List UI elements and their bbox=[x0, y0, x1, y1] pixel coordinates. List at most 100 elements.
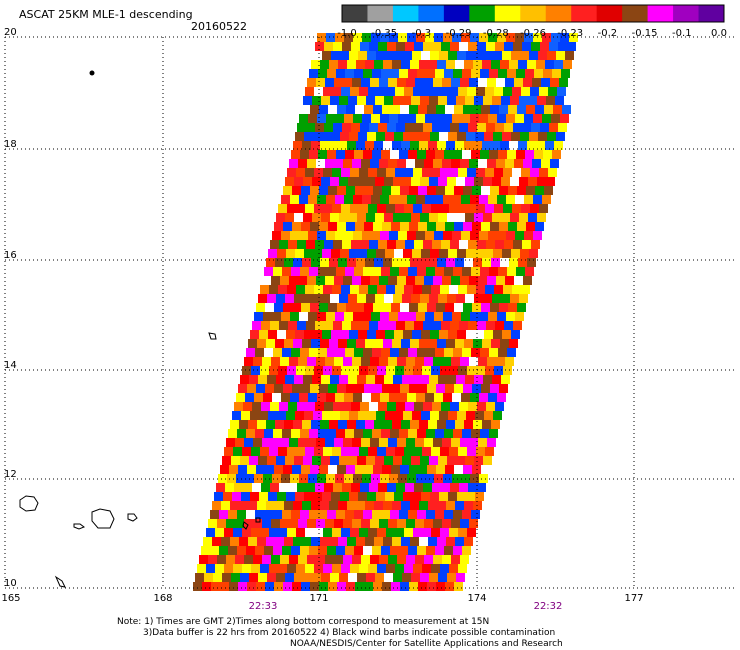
swath-cell bbox=[432, 240, 441, 249]
swath-cell bbox=[331, 492, 340, 501]
colorbar-segment bbox=[596, 5, 623, 22]
swath-cell bbox=[504, 123, 513, 132]
swath-cell bbox=[411, 456, 420, 465]
swath-cell bbox=[385, 330, 394, 339]
swath-cell bbox=[387, 321, 396, 330]
swath-cell bbox=[351, 123, 360, 132]
swath-cell bbox=[315, 483, 324, 492]
swath-cell bbox=[495, 402, 504, 411]
swath-cell bbox=[388, 438, 397, 447]
swath-cell bbox=[386, 285, 395, 294]
swath-cell bbox=[339, 96, 348, 105]
swath-cell bbox=[404, 87, 413, 96]
colorbar-tick-label: -0.1 bbox=[672, 28, 692, 39]
swath-cell bbox=[536, 60, 545, 69]
y-tick-label: 16 bbox=[4, 250, 17, 261]
swath-cell bbox=[487, 276, 496, 285]
swath-cell bbox=[458, 564, 467, 573]
swath-cell bbox=[261, 321, 270, 330]
swath-cell bbox=[308, 195, 317, 204]
swath-cell bbox=[425, 195, 434, 204]
swath-cell bbox=[355, 186, 364, 195]
swath-cell bbox=[473, 258, 482, 267]
swath-cell bbox=[292, 186, 301, 195]
swath-cell bbox=[515, 33, 524, 42]
swath-cell bbox=[409, 303, 418, 312]
swath-cell bbox=[291, 348, 300, 357]
swath-cell bbox=[540, 123, 549, 132]
swath-cell bbox=[397, 276, 406, 285]
swath-cell bbox=[329, 339, 338, 348]
swath-cell bbox=[326, 474, 335, 483]
swath-cell bbox=[346, 303, 355, 312]
swath-cell bbox=[275, 258, 284, 267]
swath-cell bbox=[232, 411, 241, 420]
swath-cell bbox=[321, 573, 330, 582]
x-tick-label: 168 bbox=[153, 593, 173, 604]
swath-cell bbox=[262, 555, 271, 564]
swath-cell bbox=[509, 258, 518, 267]
swath-cell bbox=[420, 375, 429, 384]
swath-cell bbox=[284, 258, 293, 267]
swath-cell bbox=[501, 375, 510, 384]
swath-cell bbox=[460, 357, 469, 366]
swath-cell bbox=[389, 231, 398, 240]
swath-cell bbox=[448, 249, 457, 258]
swath-cell bbox=[271, 438, 280, 447]
swath-cell bbox=[321, 456, 330, 465]
swath-cell bbox=[293, 420, 302, 429]
swath-cell bbox=[380, 33, 389, 42]
swath-cell bbox=[537, 213, 546, 222]
swath-cell bbox=[300, 150, 309, 159]
swath-cell bbox=[427, 105, 436, 114]
swath-cell bbox=[518, 60, 527, 69]
swath-cell bbox=[355, 465, 364, 474]
swath-cell bbox=[461, 195, 470, 204]
swath-cell bbox=[417, 150, 426, 159]
swath-cell bbox=[476, 447, 485, 456]
swath-cell bbox=[520, 249, 529, 258]
swath-cell bbox=[289, 519, 298, 528]
swath-cell bbox=[329, 141, 338, 150]
swath-cell bbox=[406, 438, 415, 447]
swath-cell bbox=[456, 294, 465, 303]
swath-cell bbox=[332, 168, 341, 177]
swath-cell bbox=[297, 123, 306, 132]
swath-cell bbox=[347, 60, 356, 69]
swath-cell bbox=[467, 366, 476, 375]
swath-cell bbox=[562, 105, 571, 114]
swath-cell bbox=[464, 339, 473, 348]
swath-cell bbox=[420, 177, 429, 186]
swath-cell bbox=[372, 429, 381, 438]
swath-cell bbox=[343, 276, 352, 285]
swath-cell bbox=[347, 141, 356, 150]
swath-cell bbox=[364, 186, 373, 195]
swath-cell bbox=[336, 150, 345, 159]
swath-cell bbox=[560, 114, 569, 123]
swath-cell bbox=[475, 492, 484, 501]
swath-cell bbox=[414, 240, 423, 249]
swath-cell bbox=[276, 213, 285, 222]
swath-cell bbox=[365, 501, 374, 510]
swath-cell bbox=[305, 447, 314, 456]
swath-cell bbox=[397, 78, 406, 87]
swath-cell bbox=[558, 123, 567, 132]
swath-cell bbox=[260, 285, 269, 294]
swath-cell bbox=[266, 501, 275, 510]
swath-cell bbox=[292, 384, 301, 393]
swath-cell bbox=[230, 537, 239, 546]
swath-cell bbox=[320, 60, 329, 69]
swath-cell bbox=[426, 69, 435, 78]
swath-cell bbox=[351, 483, 360, 492]
swath-cell bbox=[461, 393, 470, 402]
swath-cell bbox=[387, 402, 396, 411]
swath-cell bbox=[398, 312, 407, 321]
swath-cell bbox=[291, 546, 300, 555]
swath-cell bbox=[529, 249, 538, 258]
swath-cell bbox=[458, 87, 467, 96]
swath-cell bbox=[483, 96, 492, 105]
swath-cell bbox=[211, 582, 220, 591]
swath-cell bbox=[488, 393, 497, 402]
swath-cell bbox=[397, 519, 406, 528]
swath-cell bbox=[458, 204, 467, 213]
